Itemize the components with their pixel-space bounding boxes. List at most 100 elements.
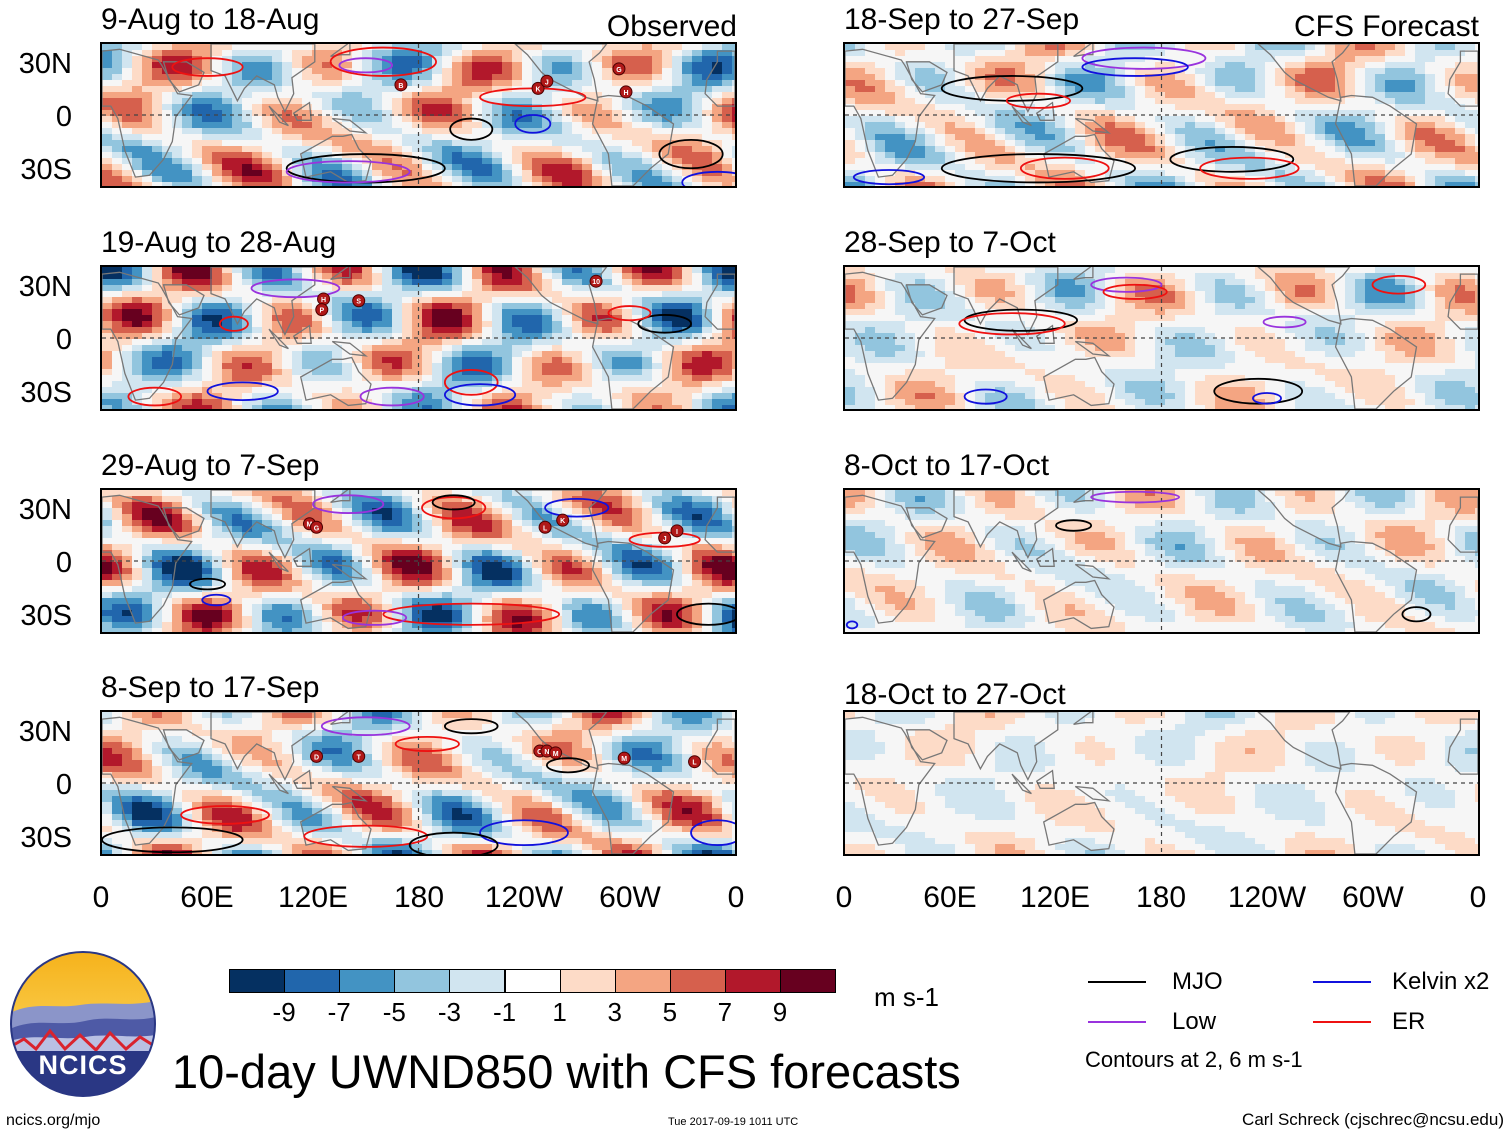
field-cell [522, 604, 532, 610]
field-cell [332, 742, 342, 748]
field-cell [162, 724, 172, 730]
field-cell [132, 790, 142, 796]
field-cell [582, 712, 592, 718]
field-cell [102, 273, 112, 279]
field-cell [572, 724, 582, 730]
field-cell [492, 158, 502, 164]
field-cell [192, 104, 202, 110]
field-cell [242, 502, 252, 508]
field-cell [232, 369, 242, 375]
field-cell [182, 176, 192, 182]
field-cell [622, 158, 632, 164]
field-cell [152, 592, 162, 598]
field-cell [332, 309, 342, 315]
field-cell [322, 850, 332, 854]
field-cell [122, 321, 132, 327]
field-cell [702, 405, 712, 409]
field-cell [402, 363, 412, 369]
field-cell [122, 544, 132, 550]
field-cell [632, 556, 642, 562]
field-cell [462, 321, 472, 327]
field-cell [562, 616, 572, 622]
field-cell [452, 604, 462, 610]
field-cell [342, 532, 352, 538]
field-cell [102, 490, 112, 496]
field-cell [522, 122, 532, 128]
field-cell [162, 327, 172, 333]
field-cell [512, 622, 522, 628]
field-cell [122, 56, 132, 62]
field-cell [392, 297, 402, 303]
field-cell [382, 514, 392, 520]
field-cell [692, 616, 702, 622]
field-cell [492, 170, 502, 176]
field-cell [272, 604, 282, 610]
field-cell [462, 351, 472, 357]
field-cell [482, 68, 492, 74]
field-cell [552, 158, 562, 164]
field-cell [112, 104, 122, 110]
field-cell [332, 291, 342, 297]
field-cell [162, 550, 172, 556]
field-cell [292, 814, 302, 820]
field-cell [292, 598, 302, 604]
field-cell [332, 598, 342, 604]
field-cell [712, 574, 722, 580]
field-cell [112, 333, 122, 339]
field-cell [442, 832, 452, 838]
field-cell [282, 98, 292, 104]
field-cell [682, 74, 692, 80]
field-cell [182, 387, 192, 393]
field-cell [362, 826, 372, 832]
field-cell [702, 357, 712, 363]
field-cell [272, 622, 282, 628]
field-cell [442, 718, 452, 724]
field-cell [662, 92, 672, 98]
field-cell [162, 62, 172, 68]
field-cell [412, 508, 422, 514]
field-cell [692, 405, 702, 409]
field-cell [692, 532, 702, 538]
field-cell [362, 176, 372, 182]
field-cell [232, 532, 242, 538]
field-cell [702, 267, 712, 273]
field-cell [212, 832, 222, 838]
field-cell [342, 62, 352, 68]
field-cell [442, 826, 452, 832]
field-cell [282, 291, 292, 297]
field-cell [192, 562, 202, 568]
field-cell [702, 339, 712, 345]
coastline [514, 267, 608, 325]
field-cell [592, 357, 602, 363]
field-cell [222, 592, 232, 598]
field-cell [422, 616, 432, 622]
field-cell [282, 556, 292, 562]
contour-low [359, 386, 425, 407]
field-cell [552, 351, 562, 357]
field-cell [592, 520, 602, 526]
field-cell [422, 387, 432, 393]
field-cell [492, 514, 502, 520]
field-cell [122, 796, 132, 802]
field-cell [722, 363, 732, 369]
field-cell [632, 134, 642, 140]
field-cell [452, 850, 462, 854]
field-cell [112, 116, 122, 122]
field-cell [692, 502, 702, 508]
field-cell [702, 369, 712, 375]
field-cell [502, 790, 512, 796]
field-cell [382, 580, 392, 586]
field-cell [572, 754, 582, 760]
field-cell [512, 122, 522, 128]
field-cell [422, 532, 432, 538]
field-cell [702, 496, 712, 502]
field-cell [242, 86, 252, 92]
field-cell [422, 176, 432, 182]
field-cell [202, 50, 212, 56]
field-cell [432, 44, 442, 50]
field-cell [192, 610, 202, 616]
field-cell [142, 80, 152, 86]
field-cell [492, 784, 502, 790]
field-cell [572, 586, 582, 592]
field-cell [302, 62, 312, 68]
